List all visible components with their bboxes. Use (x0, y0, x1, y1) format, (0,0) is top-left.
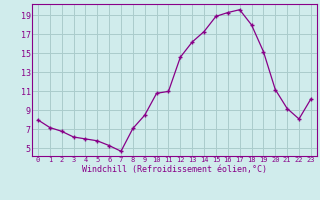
X-axis label: Windchill (Refroidissement éolien,°C): Windchill (Refroidissement éolien,°C) (82, 165, 267, 174)
